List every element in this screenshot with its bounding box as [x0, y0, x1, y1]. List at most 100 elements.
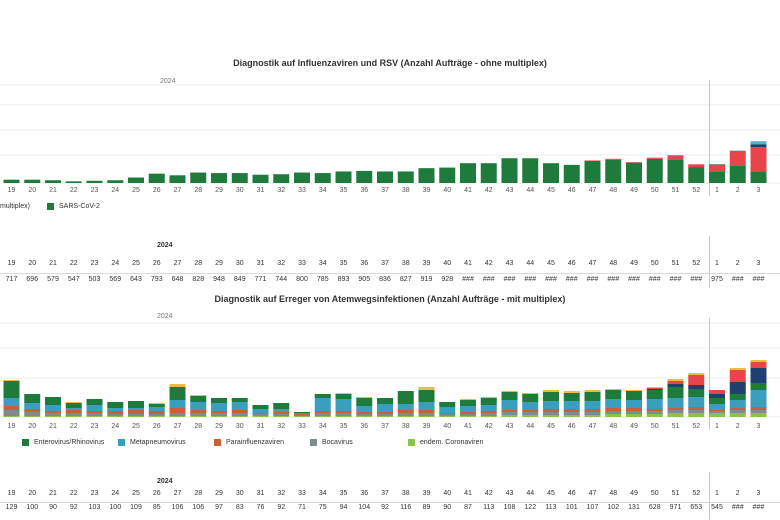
bar-segment-4 [314, 394, 331, 398]
bar-segment-2 [626, 162, 642, 163]
x-tick-label: 24 [111, 187, 119, 194]
table-cell: 36 [360, 260, 369, 267]
top-table-value-row: 717 696 579 547 503 569 643 793 648 828 948 849 771 7… [0, 276, 780, 288]
table-cell: 696 [26, 276, 39, 283]
bar-segment-4 [563, 393, 580, 401]
table-cell: 109 [130, 504, 142, 511]
table-cell: 37 [381, 490, 389, 497]
bar-segment-0 [480, 163, 497, 183]
bar-segment-1 [377, 414, 393, 416]
table-cell: 23 [90, 260, 99, 267]
table-cell: ### [731, 276, 744, 283]
top-chart-title: Diagnostik auf Influenzaviren und RSV (A… [233, 58, 547, 68]
table-cell: 21 [49, 490, 57, 497]
table-cell: 643 [130, 276, 142, 283]
x-tick-label: 24 [111, 423, 119, 430]
table-divider [0, 273, 780, 274]
bar-segment-7 [169, 384, 186, 387]
bar-segment-0 [294, 172, 310, 183]
x-tick-label: 32 [277, 187, 285, 194]
bar-segment-2 [439, 413, 456, 414]
table-cell: 547 [67, 276, 80, 283]
top-legend-label-0: multiplex) [0, 203, 30, 210]
bar-segment-0 [3, 416, 20, 417]
bottom-table-year: 2024 [157, 478, 173, 485]
bar-segment-0 [460, 163, 476, 183]
bar-segment-4 [688, 389, 705, 397]
table-cell: 545 [711, 504, 723, 511]
bar-segment-3 [750, 144, 767, 148]
table-cell: 31 [256, 490, 265, 497]
x-tick-label: 43 [506, 187, 514, 194]
bar-segment-3 [605, 399, 622, 408]
legend-swatch [22, 439, 29, 446]
bar-segment-0 [397, 171, 414, 183]
x-tick-label: 36 [360, 423, 368, 430]
legend-swatch [47, 203, 54, 210]
bottom-legend-item: Enterovirus/Rhinovirus [22, 439, 104, 446]
table-cell: 27 [173, 490, 182, 497]
bar-segment-2 [646, 157, 663, 159]
table-cell: 26 [152, 490, 161, 497]
bar-segment-4 [667, 387, 684, 398]
bar-segment-0 [709, 172, 725, 183]
bar-segment-0 [86, 180, 103, 183]
table-cell: 40 [443, 490, 452, 497]
bar-segment-6 [667, 381, 684, 384]
table-cell: 569 [109, 276, 122, 283]
bar-segment-4 [148, 404, 165, 407]
bar-segment-1 [356, 414, 373, 416]
bar-segment-3 [563, 401, 580, 409]
table-cell: 33 [298, 490, 306, 497]
bar-segment-3 [377, 404, 393, 412]
table-cell: 48 [609, 490, 618, 497]
table-cell: 653 [690, 504, 703, 511]
bar-segment-3 [626, 400, 642, 408]
bar-segment-0 [169, 175, 186, 183]
bar-segment-3 [688, 397, 705, 407]
table-cell: 34 [318, 490, 327, 497]
year-divider [709, 236, 710, 288]
x-tick-label: 48 [609, 187, 617, 194]
table-cell: 51 [671, 260, 680, 267]
table-cell: 90 [49, 504, 57, 511]
table-cell: 893 [337, 276, 350, 283]
table-cell: 24 [111, 260, 120, 267]
table-cell: 100 [26, 504, 39, 511]
table-cell: 2 [735, 490, 740, 497]
bar-segment-3 [252, 409, 269, 413]
table-cell: 129 [5, 504, 18, 511]
bar-segment-2 [24, 409, 41, 412]
bar-segment-2 [584, 160, 601, 161]
bar-segment-2 [294, 414, 310, 415]
bar-segment-2 [667, 408, 684, 410]
table-cell: 628 [648, 504, 661, 511]
bar-segment-2 [148, 411, 165, 414]
table-cell: 49 [630, 490, 638, 497]
table-cell: 25 [132, 490, 140, 497]
bar-segment-0 [667, 159, 684, 183]
bar-segment-6 [688, 375, 705, 385]
table-cell: ### [524, 276, 537, 283]
bar-segment-0 [605, 159, 622, 183]
bar-segment-1 [3, 410, 20, 416]
bar-segment-0 [24, 416, 41, 417]
table-cell: 579 [47, 276, 59, 283]
table-cell: 92 [69, 504, 78, 511]
x-tick-label: 25 [132, 187, 140, 194]
table-divider [0, 502, 780, 503]
x-tick-label: 43 [506, 423, 514, 430]
bar-segment-0 [231, 173, 248, 183]
table-cell: 47 [588, 260, 597, 267]
bar-segment-0 [688, 413, 705, 417]
bar-segment-1 [24, 412, 41, 416]
bar-segment-0 [480, 416, 497, 417]
bar-segment-0 [460, 416, 476, 417]
bar-segment-0 [501, 158, 518, 183]
table-cell: 38 [401, 260, 410, 267]
table-cell: 103 [88, 504, 101, 511]
bar-segment-7 [356, 397, 373, 398]
bar-segment-0 [190, 416, 207, 417]
bar-segment-2 [45, 411, 61, 413]
table-cell: 44 [526, 490, 535, 497]
